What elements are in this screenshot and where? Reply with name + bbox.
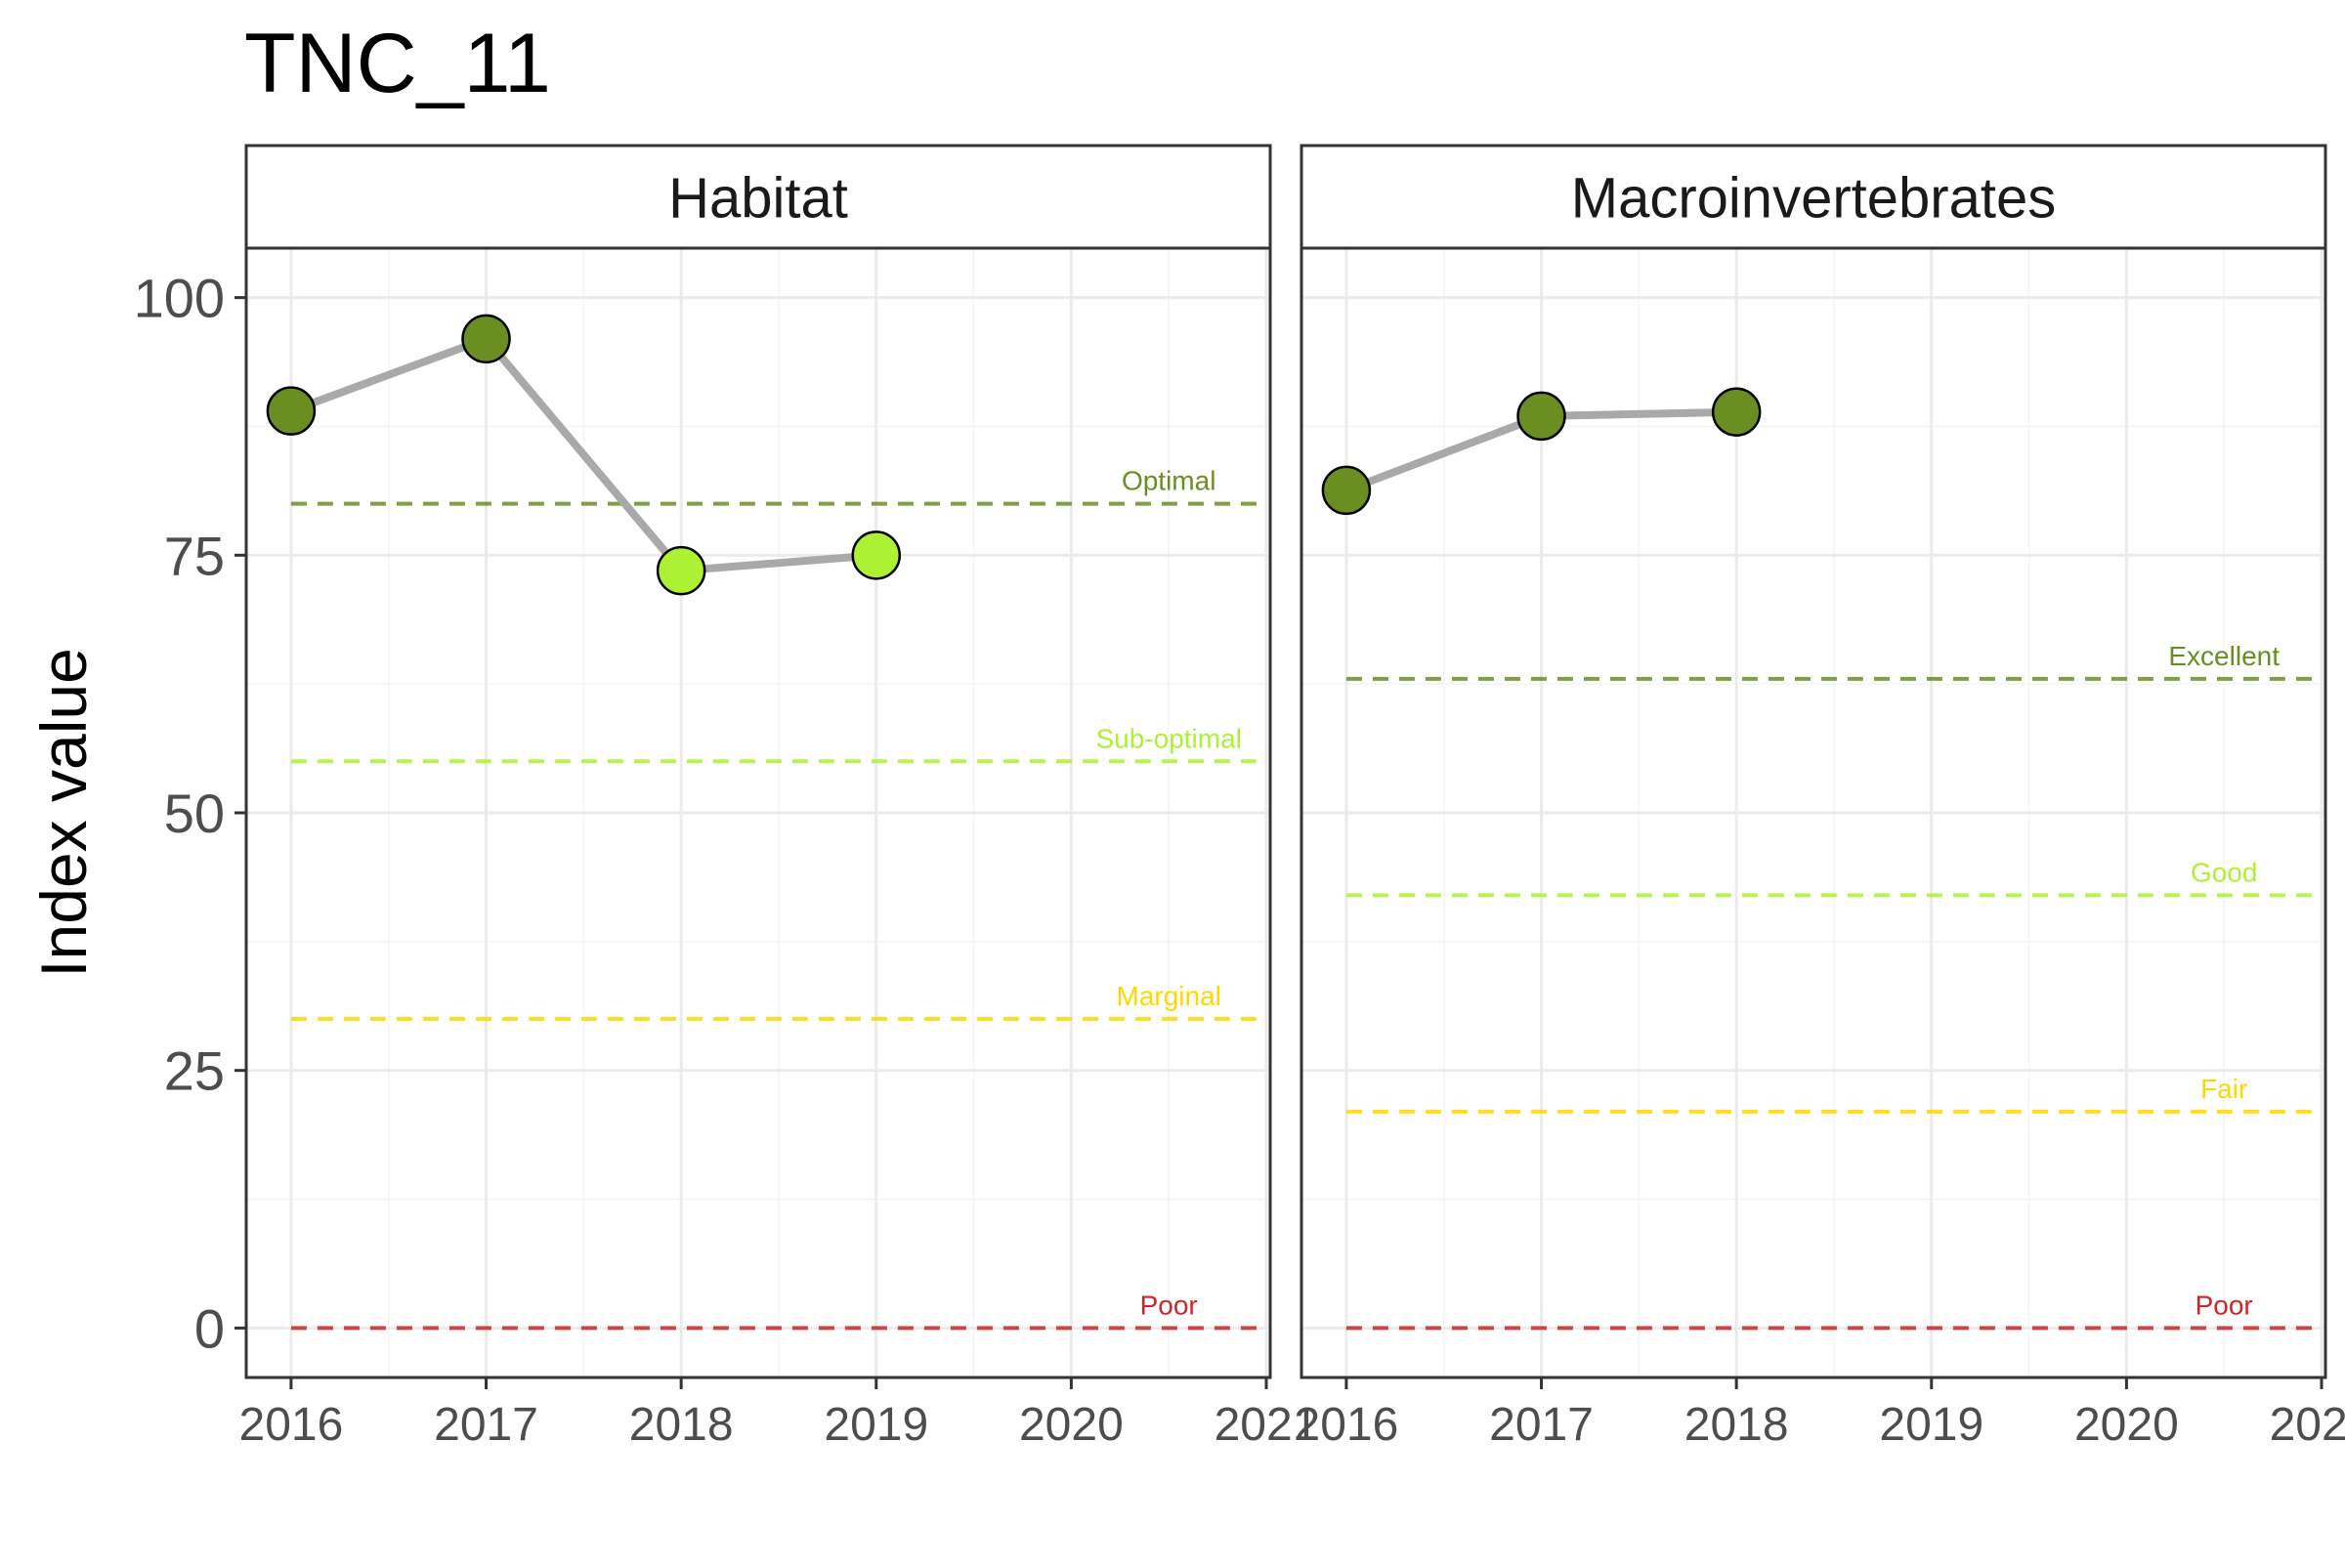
strip-background [244, 144, 1272, 250]
chart-title: TNC_11 [244, 17, 551, 110]
data-point-2018 [656, 545, 706, 596]
threshold-label-sub-optimal: Sub-optimal [1095, 723, 1241, 753]
x-tick-label: 2017 [434, 1399, 538, 1451]
threshold-label-good: Good [2191, 857, 2258, 887]
y-tick-label: 50 [164, 783, 225, 844]
data-point-2016 [266, 386, 317, 436]
data-point-2017 [461, 314, 511, 364]
x-tick-label: 2020 [2074, 1399, 2179, 1451]
threshold-label-excellent: Excellent [2168, 641, 2280, 671]
x-tick-label: 2020 [1019, 1399, 1124, 1451]
threshold-label-marginal: Marginal [1117, 981, 1221, 1011]
x-tick-label: 2018 [629, 1399, 734, 1451]
strip-label: Habitat [668, 167, 848, 231]
threshold-label-optimal: Optimal [1122, 466, 1215, 496]
threshold-label-fair: Fair [2200, 1074, 2247, 1104]
data-point-2019 [851, 530, 902, 580]
facet-panel-habitat: Optimal Sub-optimal Marginal Poor Habitat 201… [134, 144, 1319, 1451]
x-tick-label: 2019 [824, 1399, 928, 1451]
panels-layer: Optimal Sub-optimal Marginal Poor Habitat 201… [134, 144, 2345, 1451]
threshold-label-poor: Poor [2196, 1290, 2253, 1320]
x-tick-label: 2021 [2270, 1399, 2345, 1451]
y-tick-label: 0 [194, 1297, 225, 1359]
strip-background [1300, 144, 2327, 250]
x-tick-label: 2021 [1215, 1399, 1319, 1451]
strip-label: Macroinvertebrates [1571, 167, 2056, 231]
x-tick-label: 2016 [1295, 1399, 1399, 1451]
y-tick-label: 100 [134, 268, 225, 329]
series-line [286, 334, 880, 575]
x-tick-label: 2017 [1489, 1399, 1594, 1451]
data-point-2018 [1711, 387, 1762, 437]
facet-panel-macroinvertebrates: Excellent Good Fair Poor Macroinvertebrates 2… [1295, 144, 2345, 1451]
data-point-2017 [1516, 391, 1566, 442]
x-tick-label: 2016 [239, 1399, 344, 1451]
y-tick-label: 25 [164, 1040, 225, 1102]
y-axis-label: Index value [27, 648, 100, 978]
x-tick-label: 2019 [1879, 1399, 1983, 1451]
x-tick-label: 2018 [1684, 1399, 1789, 1451]
data-point-2016 [1321, 465, 1372, 516]
threshold-label-poor: Poor [1140, 1290, 1198, 1320]
y-tick-label: 75 [164, 525, 225, 586]
